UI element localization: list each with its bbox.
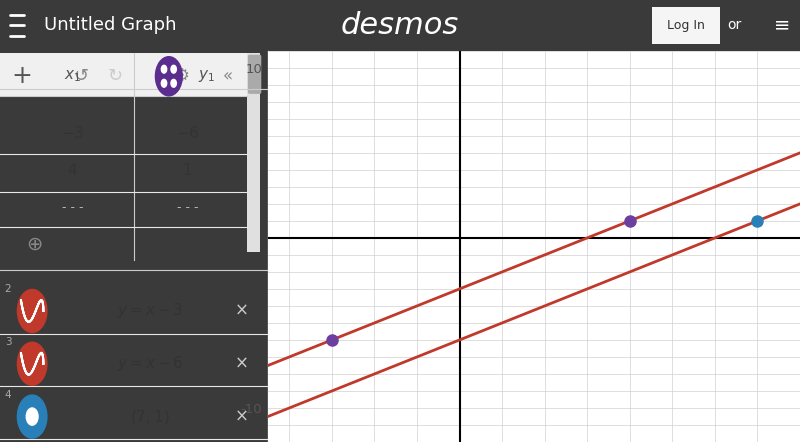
Text: or: or bbox=[727, 19, 742, 32]
Circle shape bbox=[162, 65, 166, 73]
Text: 3: 3 bbox=[5, 337, 11, 347]
Text: - - -: - - - bbox=[62, 201, 83, 214]
Text: desmos: desmos bbox=[341, 11, 459, 40]
Text: $y = x - 6$: $y = x - 6$ bbox=[117, 354, 183, 373]
Text: ×: × bbox=[234, 302, 248, 320]
Text: ↺: ↺ bbox=[73, 67, 88, 85]
Text: «: « bbox=[222, 67, 233, 85]
Text: 2: 2 bbox=[5, 285, 11, 294]
FancyBboxPatch shape bbox=[248, 55, 262, 94]
Circle shape bbox=[171, 80, 176, 87]
Text: ≡: ≡ bbox=[774, 16, 790, 35]
Text: $1$: $1$ bbox=[182, 162, 193, 178]
Text: $4$: $4$ bbox=[67, 162, 78, 178]
FancyBboxPatch shape bbox=[649, 5, 723, 46]
Circle shape bbox=[155, 57, 182, 96]
Text: - - -: - - - bbox=[177, 201, 198, 214]
Text: +: + bbox=[11, 64, 32, 88]
Text: $y = x - 3$: $y = x - 3$ bbox=[117, 301, 183, 320]
Circle shape bbox=[18, 290, 47, 332]
FancyBboxPatch shape bbox=[246, 53, 260, 252]
Text: Log In: Log In bbox=[667, 19, 705, 32]
Circle shape bbox=[18, 342, 47, 385]
Text: 4: 4 bbox=[5, 390, 11, 400]
Text: $(7,1)$: $(7,1)$ bbox=[130, 408, 170, 426]
Text: $y_1$: $y_1$ bbox=[198, 68, 215, 84]
FancyBboxPatch shape bbox=[0, 53, 246, 96]
Text: ⊕: ⊕ bbox=[26, 235, 43, 254]
Text: Untitled Graph: Untitled Graph bbox=[44, 16, 177, 34]
Circle shape bbox=[18, 395, 47, 438]
Text: ⚙: ⚙ bbox=[175, 67, 190, 85]
Text: $-6$: $-6$ bbox=[176, 125, 199, 141]
Text: ×: × bbox=[234, 408, 248, 426]
Text: ↻: ↻ bbox=[108, 67, 123, 85]
Text: $-3$: $-3$ bbox=[61, 125, 84, 141]
Circle shape bbox=[162, 80, 166, 87]
Text: ×: × bbox=[234, 355, 248, 373]
Circle shape bbox=[171, 65, 176, 73]
Text: $x_1$: $x_1$ bbox=[64, 69, 81, 84]
Circle shape bbox=[26, 408, 38, 425]
